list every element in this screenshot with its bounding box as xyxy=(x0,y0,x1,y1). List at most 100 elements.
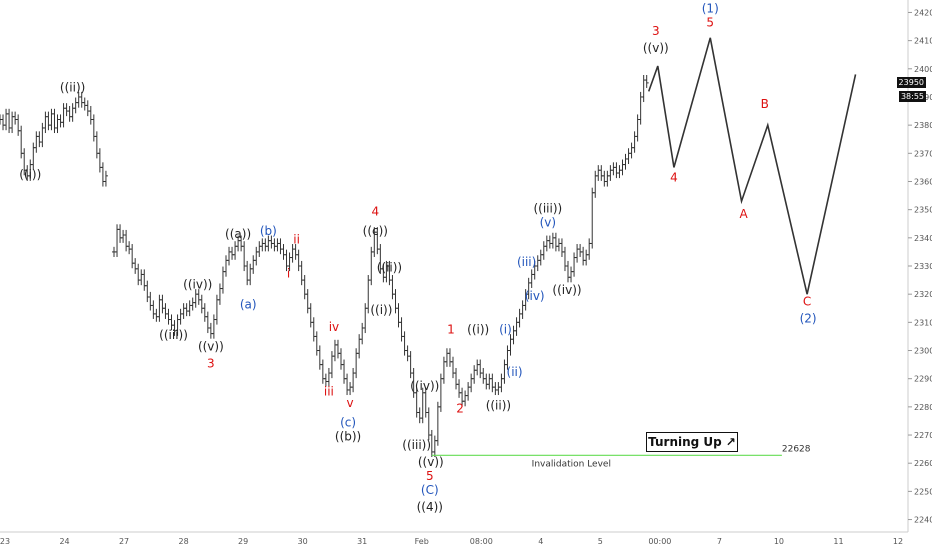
price-bar xyxy=(550,232,555,249)
y-tick-label: 23000 xyxy=(914,347,932,356)
price-bar xyxy=(166,308,171,325)
price-bar xyxy=(335,339,340,359)
y-axis: 22400 22500 22600 22700 22800 22900 23000 23100… xyxy=(907,0,932,532)
price-bar xyxy=(541,241,546,260)
price-bar xyxy=(227,246,232,266)
price-bar xyxy=(562,246,567,272)
price-bar xyxy=(345,373,350,396)
x-axis: 23 24 27 28 29 30 31 Feb 08:00 4 5 00:00 7 10 11 12 xyxy=(0,531,908,546)
price-series xyxy=(0,74,649,458)
x-tick-label: 5 xyxy=(598,537,603,546)
wave-label: i xyxy=(287,266,290,280)
price-bar xyxy=(193,289,198,308)
price-bar xyxy=(450,356,455,379)
price-bar xyxy=(10,111,15,134)
price-bar xyxy=(402,331,407,356)
price-bar xyxy=(220,266,225,294)
price-bar xyxy=(272,238,277,252)
x-tick-label: 11 xyxy=(833,537,843,546)
price-bar xyxy=(508,334,513,356)
price-bar xyxy=(408,351,413,379)
wave-label: 1 xyxy=(447,323,455,337)
price-bar xyxy=(13,111,18,125)
y-tick-label: 22500 xyxy=(914,487,932,496)
price-bar xyxy=(151,300,156,319)
price-bar xyxy=(405,345,410,362)
wave-label: iii xyxy=(324,385,334,399)
price-bar xyxy=(160,294,165,314)
x-tick-label: 08:00 xyxy=(470,537,493,546)
x-tick-label: 30 xyxy=(298,537,308,546)
price-bar xyxy=(584,249,589,266)
price-bar xyxy=(454,367,459,390)
price-bar xyxy=(441,356,446,384)
price-bar xyxy=(475,359,480,376)
price-bar xyxy=(214,294,219,325)
wave-label: ((iv)) xyxy=(183,278,212,292)
price-bar xyxy=(263,238,268,252)
y-tick-label: 23100 xyxy=(914,318,932,327)
price-bar xyxy=(390,275,395,300)
price-bar xyxy=(559,238,564,257)
price-bar xyxy=(233,241,238,260)
price-bar xyxy=(432,435,437,458)
price-bar xyxy=(64,103,69,117)
price-bar xyxy=(478,359,483,379)
price-bar xyxy=(85,100,90,117)
wave-label: ii xyxy=(293,232,300,246)
price-bar xyxy=(67,105,72,122)
y-tick-label: 22700 xyxy=(914,431,932,440)
price-bar xyxy=(230,246,235,260)
price-bar xyxy=(329,351,334,379)
price-bar xyxy=(208,322,213,339)
wave-label: (C) xyxy=(421,483,439,497)
price-bar xyxy=(199,294,204,314)
x-tick-label: Feb xyxy=(415,537,429,546)
x-tick-label: 27 xyxy=(119,537,129,546)
price-bar xyxy=(369,246,374,286)
y-tick-label: 23500 xyxy=(914,206,932,215)
wave-label: (2) xyxy=(800,311,817,325)
wave-label: ((v)) xyxy=(418,455,444,469)
price-bar xyxy=(16,114,21,136)
wave-label: ((iii)) xyxy=(533,201,562,215)
wave-label: iv xyxy=(329,320,339,334)
price-bar xyxy=(223,255,228,277)
price-bar xyxy=(142,269,147,291)
price-bar xyxy=(34,131,39,153)
price-bar xyxy=(517,308,522,328)
price-bar xyxy=(393,289,398,314)
price-bar xyxy=(520,300,525,319)
price-bar xyxy=(596,165,601,181)
price-bar xyxy=(417,407,422,424)
price-bar xyxy=(578,244,583,257)
price-bar xyxy=(82,97,87,111)
bar-countdown-value: 38:55 xyxy=(900,91,924,101)
price-bar xyxy=(360,322,365,345)
wave-label: (iv) xyxy=(525,289,545,303)
price-bar xyxy=(357,334,362,359)
price-bar xyxy=(569,266,574,283)
wave-label: ((i)) xyxy=(19,168,41,182)
price-bar xyxy=(469,373,474,393)
x-tick-label: 00:00 xyxy=(648,537,671,546)
wave-label: 3 xyxy=(652,24,660,38)
wave-label: (v) xyxy=(540,216,556,230)
last-price-value: 23950 xyxy=(898,77,924,87)
x-tick-label: 10 xyxy=(774,537,784,546)
wave-label: (1) xyxy=(702,1,719,15)
price-bar xyxy=(487,373,492,390)
price-bar xyxy=(556,238,561,252)
price-bar xyxy=(314,331,319,356)
wave-label: 4 xyxy=(670,170,678,184)
price-bar xyxy=(97,148,102,173)
wave-label: ((b)) xyxy=(335,430,361,444)
price-bar xyxy=(593,170,598,198)
wave-label: 4 xyxy=(371,204,379,218)
price-bar xyxy=(211,314,216,339)
price-bar xyxy=(242,241,247,272)
price-bar xyxy=(251,255,256,274)
price-bar xyxy=(127,241,132,255)
projection-line xyxy=(647,37,857,295)
